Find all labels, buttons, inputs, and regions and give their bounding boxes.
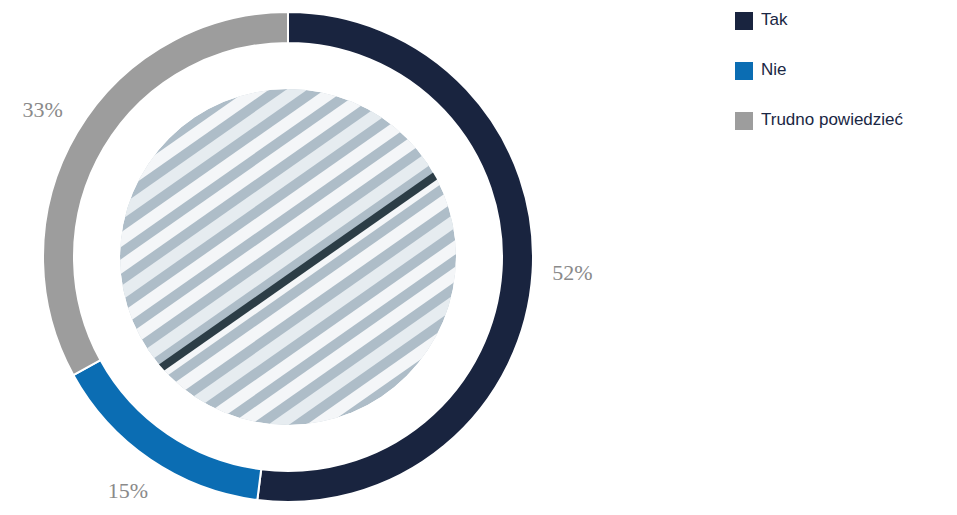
center-photo (0, 0, 618, 515)
data-label: 33% (23, 97, 63, 122)
data-label: 52% (552, 260, 592, 285)
donut-slice (43, 12, 288, 375)
legend-swatch (735, 112, 753, 130)
legend: Tak Nie Trudno powiedzieć (735, 10, 904, 130)
legend-swatch (735, 12, 753, 30)
donut-slice (257, 12, 533, 502)
legend-item: Tak (735, 10, 788, 30)
legend-label: Nie (761, 60, 787, 79)
data-label: 15% (108, 478, 148, 503)
donut: 52% 15% 33% (23, 12, 593, 503)
photo-stripes (0, 0, 618, 515)
legend-item: Nie (735, 60, 787, 80)
legend-item: Trudno powiedzieć (735, 110, 904, 130)
legend-label: Trudno powiedzieć (761, 110, 904, 129)
photo-stripe (83, 119, 514, 424)
donut-slice (73, 360, 261, 500)
legend-swatch (735, 62, 753, 80)
chart: 52% 15% 33% Tak Nie Trudno powiedzieć (0, 0, 957, 515)
legend-label: Tak (761, 10, 788, 29)
